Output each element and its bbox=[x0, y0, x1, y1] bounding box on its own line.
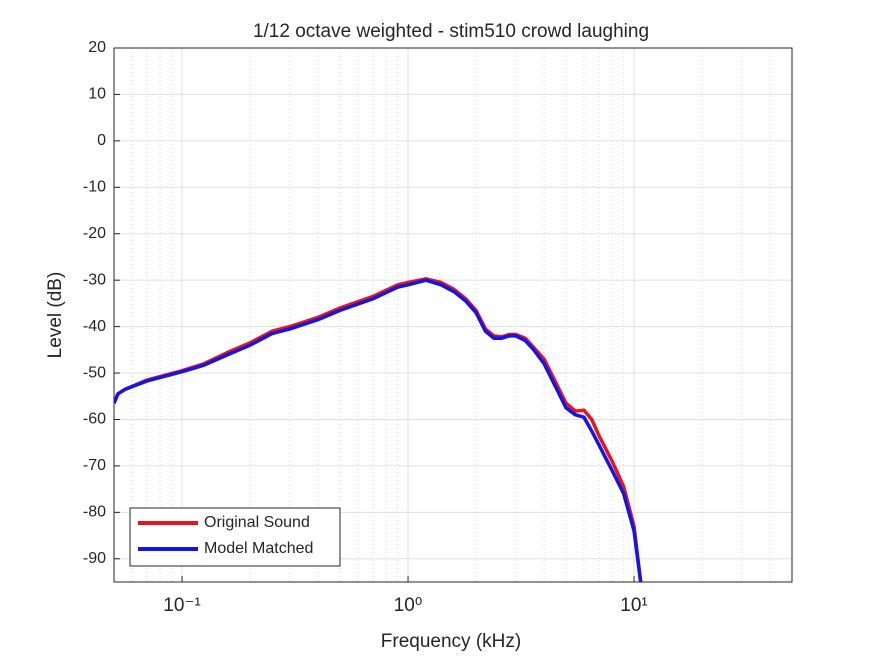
x-tick-label: 10¹ bbox=[620, 595, 647, 616]
chart-title: 1/12 octave weighted - stim510 crowd lau… bbox=[253, 21, 649, 42]
plot-area bbox=[114, 277, 643, 582]
y-tick-label: -10 bbox=[83, 179, 106, 196]
y-tick-label: -60 bbox=[83, 411, 106, 428]
x-tick-label: 10⁻¹ bbox=[163, 595, 201, 616]
y-tick-label: -40 bbox=[83, 318, 106, 335]
series-line bbox=[114, 278, 643, 582]
y-axis-label: Level (dB) bbox=[45, 272, 66, 359]
y-tick-label: -20 bbox=[83, 225, 106, 242]
legend-label: Model Matched bbox=[204, 540, 313, 557]
legend-label: Original Sound bbox=[204, 514, 310, 531]
y-tick-label: -90 bbox=[83, 550, 106, 567]
y-tick-label: 0 bbox=[97, 132, 106, 149]
x-tick-label: 10⁰ bbox=[394, 595, 423, 616]
y-tick-label: -50 bbox=[83, 364, 106, 381]
plot-frame bbox=[113, 47, 793, 583]
x-axis-label: Frequency (kHz) bbox=[381, 631, 521, 652]
y-tick-label: -70 bbox=[83, 457, 106, 474]
legend-box bbox=[129, 507, 341, 567]
y-tick-label: 20 bbox=[88, 39, 106, 56]
y-tick-label: 10 bbox=[88, 86, 106, 103]
y-tick-label: -30 bbox=[83, 271, 106, 288]
y-tick-label: -80 bbox=[83, 504, 106, 521]
